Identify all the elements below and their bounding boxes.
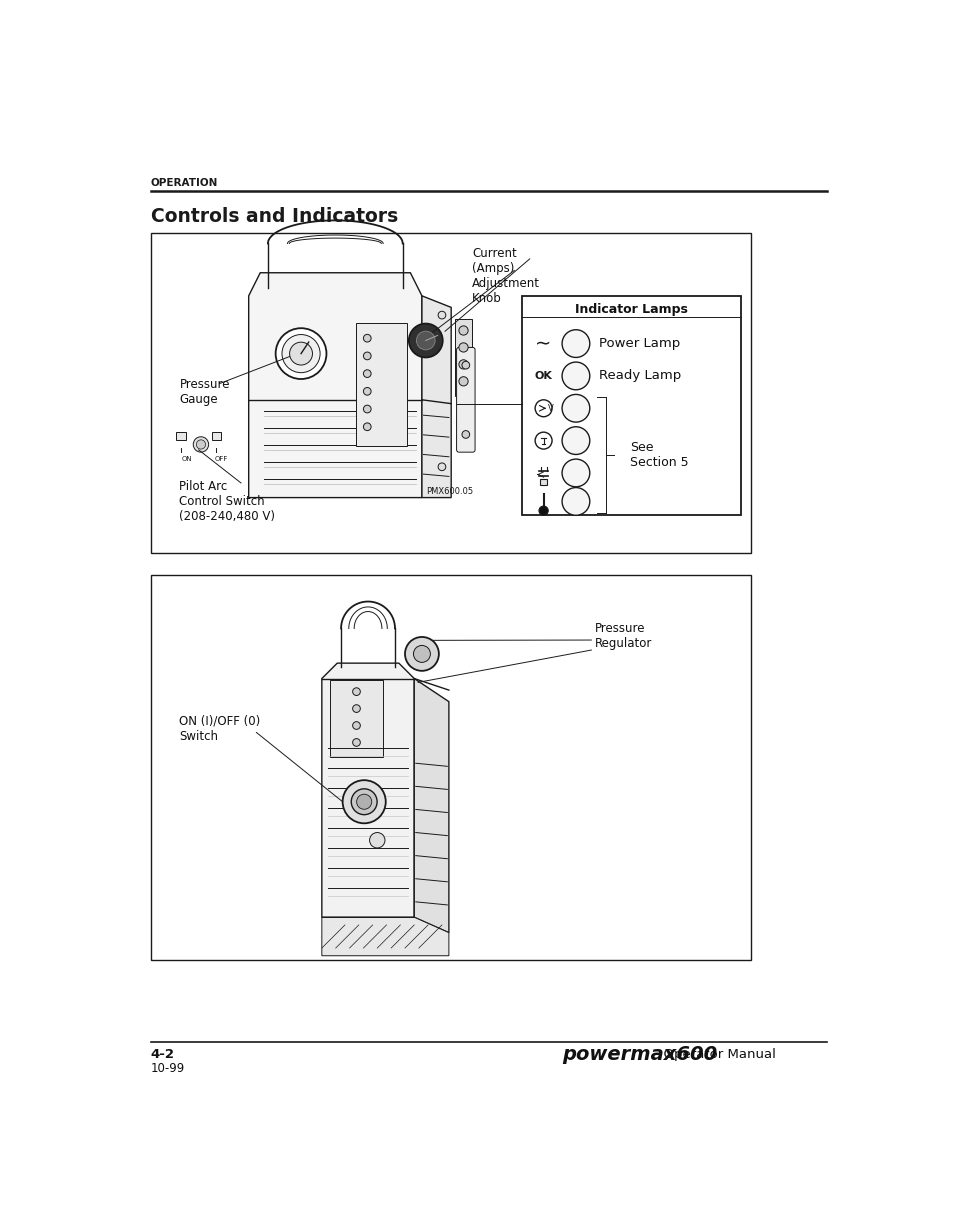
Circle shape [405, 637, 438, 671]
Circle shape [275, 328, 326, 379]
Text: powermax600: powermax600 [561, 1045, 717, 1064]
Circle shape [342, 780, 385, 823]
Circle shape [363, 405, 371, 413]
Polygon shape [321, 918, 449, 956]
Text: See
Section 5: See Section 5 [629, 442, 688, 469]
Circle shape [461, 361, 469, 369]
Circle shape [353, 721, 360, 729]
Text: OK: OK [534, 371, 552, 380]
Bar [455, 319, 472, 396]
FancyBboxPatch shape [456, 347, 475, 453]
Text: Pilot Arc
Control Switch
(208-240,480 V): Pilot Arc Control Switch (208-240,480 V) [179, 480, 275, 523]
Circle shape [458, 360, 468, 369]
Circle shape [369, 833, 385, 848]
Text: PMX600.05: PMX600.05 [425, 487, 473, 496]
Text: Controls and Indicators: Controls and Indicators [151, 207, 397, 226]
Text: ON (I)/OFF (0)
Switch: ON (I)/OFF (0) Switch [179, 714, 260, 742]
Circle shape [363, 334, 371, 342]
Circle shape [196, 439, 205, 449]
Circle shape [356, 794, 372, 810]
Polygon shape [421, 296, 451, 498]
Circle shape [561, 427, 589, 454]
Text: Operator Manual: Operator Manual [655, 1048, 776, 1061]
Text: Indicator Lamps: Indicator Lamps [575, 303, 687, 317]
Text: Ready Lamp: Ready Lamp [598, 369, 680, 383]
Circle shape [193, 437, 209, 453]
Circle shape [561, 394, 589, 422]
Text: Pressure
Regulator: Pressure Regulator [595, 622, 652, 650]
Bar [521, 296, 740, 515]
Circle shape [535, 400, 552, 417]
Text: ∼: ∼ [535, 334, 551, 353]
Circle shape [416, 331, 435, 350]
Circle shape [363, 388, 371, 395]
Circle shape [353, 739, 360, 746]
Circle shape [458, 342, 468, 352]
Bar [356, 323, 406, 445]
Text: Power Lamp: Power Lamp [598, 337, 679, 350]
Circle shape [561, 487, 589, 515]
Circle shape [561, 362, 589, 390]
Circle shape [363, 423, 371, 431]
Bar [329, 680, 383, 757]
Bar [212, 432, 221, 439]
Text: OPERATION: OPERATION [151, 178, 218, 189]
Text: 10-99: 10-99 [151, 1061, 185, 1075]
Text: Pressure
Gauge: Pressure Gauge [179, 378, 230, 406]
Text: 4-2: 4-2 [151, 1048, 174, 1061]
Circle shape [437, 463, 445, 471]
Circle shape [561, 330, 589, 357]
Text: Current
(Amps)
Adjustment
Knob: Current (Amps) Adjustment Knob [472, 248, 539, 306]
Polygon shape [414, 679, 449, 933]
Circle shape [561, 459, 589, 487]
Circle shape [353, 688, 360, 696]
Circle shape [353, 704, 360, 713]
Circle shape [409, 324, 442, 357]
Circle shape [282, 335, 320, 373]
Text: OFF: OFF [214, 456, 228, 463]
Circle shape [458, 377, 468, 387]
Text: ON: ON [182, 456, 193, 463]
Polygon shape [249, 272, 421, 498]
Text: V: V [547, 404, 553, 412]
Circle shape [290, 342, 313, 366]
Circle shape [363, 352, 371, 360]
Polygon shape [321, 663, 414, 918]
Circle shape [351, 789, 376, 815]
Circle shape [458, 326, 468, 335]
Circle shape [535, 432, 552, 449]
Circle shape [413, 645, 430, 663]
Bar [151, 574, 751, 960]
Bar [151, 233, 751, 553]
Circle shape [363, 369, 371, 378]
Circle shape [461, 431, 469, 438]
Bar [539, 479, 547, 485]
Bar [176, 432, 185, 439]
Circle shape [437, 312, 445, 319]
Circle shape [538, 506, 548, 515]
